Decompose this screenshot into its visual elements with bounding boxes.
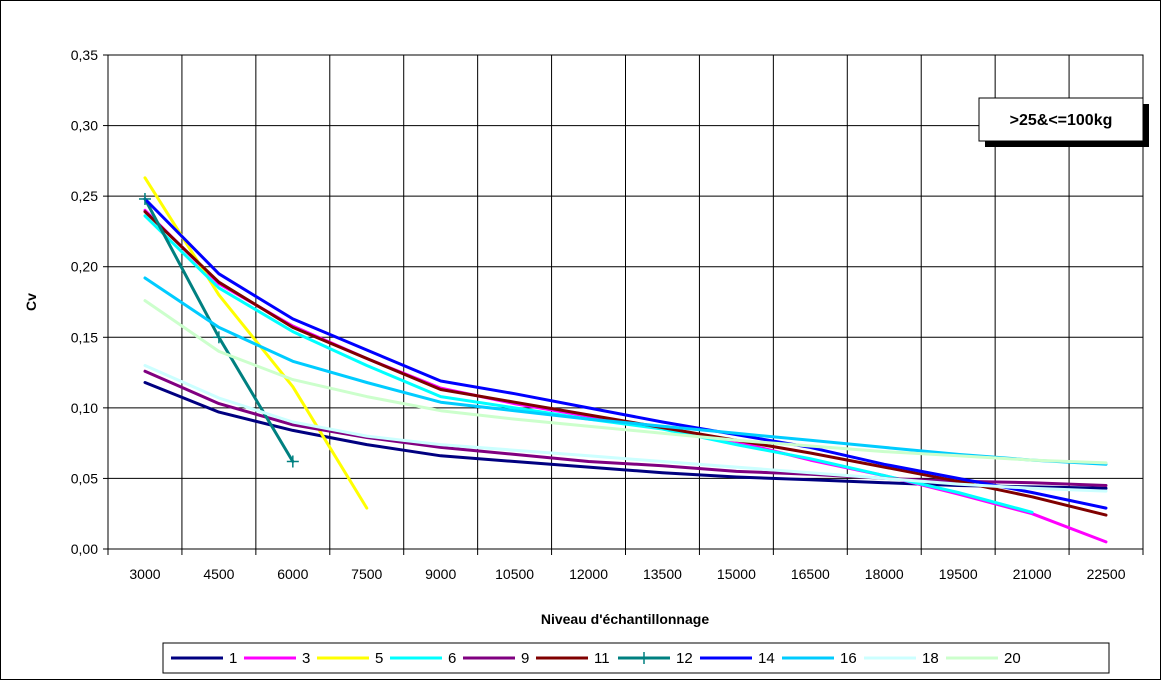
series-12-marker [138,192,151,205]
series-line-18 [143,364,1108,493]
legend-label: 12 [676,650,693,667]
annotation-text: >25&<=100kg [1010,112,1113,129]
x-tick-label: 15000 [717,566,756,582]
y-ticks: 0,00 0,05 0,10 0,15 0,20 0,25 0,30 0,35 [71,47,108,557]
series-group [138,176,1108,544]
x-tick-label: 19500 [939,566,978,582]
x-axis-title: Niveau d'échantillonnage [541,611,709,627]
x-tick-label: 13500 [643,566,682,582]
series-line-14 [143,197,1108,510]
y-tick-label: 0,35 [71,47,98,63]
series-12-marker [286,455,299,468]
legend-item-9: 9 [463,650,529,667]
legend-label: 16 [840,650,857,667]
legend-item-14: 14 [700,650,775,667]
x-tick-label: 21000 [1013,566,1052,582]
legend-item-6: 6 [390,650,456,667]
x-tick-label: 12000 [569,566,608,582]
y-tick-label: 0,10 [71,400,98,416]
legend-item-18: 18 [864,650,939,667]
series-line-16 [143,276,1108,466]
series-12-marker [212,331,225,344]
gridlines [108,55,1143,549]
y-tick-label: 0,05 [71,470,98,486]
legend-item-5: 5 [317,650,383,667]
y-tick-label: 0,25 [71,188,98,204]
legend-item-20: 20 [946,650,1021,667]
legend-label: 1 [229,650,237,667]
annotation-box: >25&<=100kg [978,97,1149,147]
y-tick-label: 0,00 [71,541,98,557]
legend-item-11: 11 [536,650,610,667]
series-line-20 [143,299,1108,465]
legend-label: 3 [302,650,310,667]
x-tick-label: 4500 [203,566,234,582]
x-tick-label: 16500 [791,566,830,582]
x-tick-label: 7500 [351,566,382,582]
legend-label: 14 [758,650,775,667]
y-tick-label: 0,15 [71,329,98,345]
series-line-1 [143,381,1108,490]
legend-label: 11 [594,650,610,667]
x-tick-label: 3000 [129,566,160,582]
y-tick-label: 0,30 [71,118,98,134]
legend: 1 3 5 6 9 11 12 14 16 18 20 [162,642,1110,674]
legend-item-16: 16 [782,650,857,667]
legend-item-3: 3 [244,650,310,667]
y-tick-label: 0,20 [71,259,98,275]
legend-label: 20 [1004,650,1021,667]
x-tick-label: 9000 [425,566,456,582]
legend-item-1: 1 [171,650,237,667]
x-tick-label: 18000 [865,566,904,582]
legend-label: 5 [375,650,383,667]
x-ticks: 3000 4500 6000 7500 9000 10500 12000 13500 15000… [107,549,1144,582]
legend-label: 6 [448,650,456,667]
legend-label: 18 [922,650,939,667]
y-axis-title: Cv [23,293,39,311]
x-tick-label: 22500 [1087,566,1126,582]
legend-item-12: 12 [618,650,693,667]
series-line-9 [143,369,1108,487]
x-tick-label: 6000 [277,566,308,582]
legend-label: 9 [521,650,529,667]
x-tick-label: 10500 [495,566,534,582]
